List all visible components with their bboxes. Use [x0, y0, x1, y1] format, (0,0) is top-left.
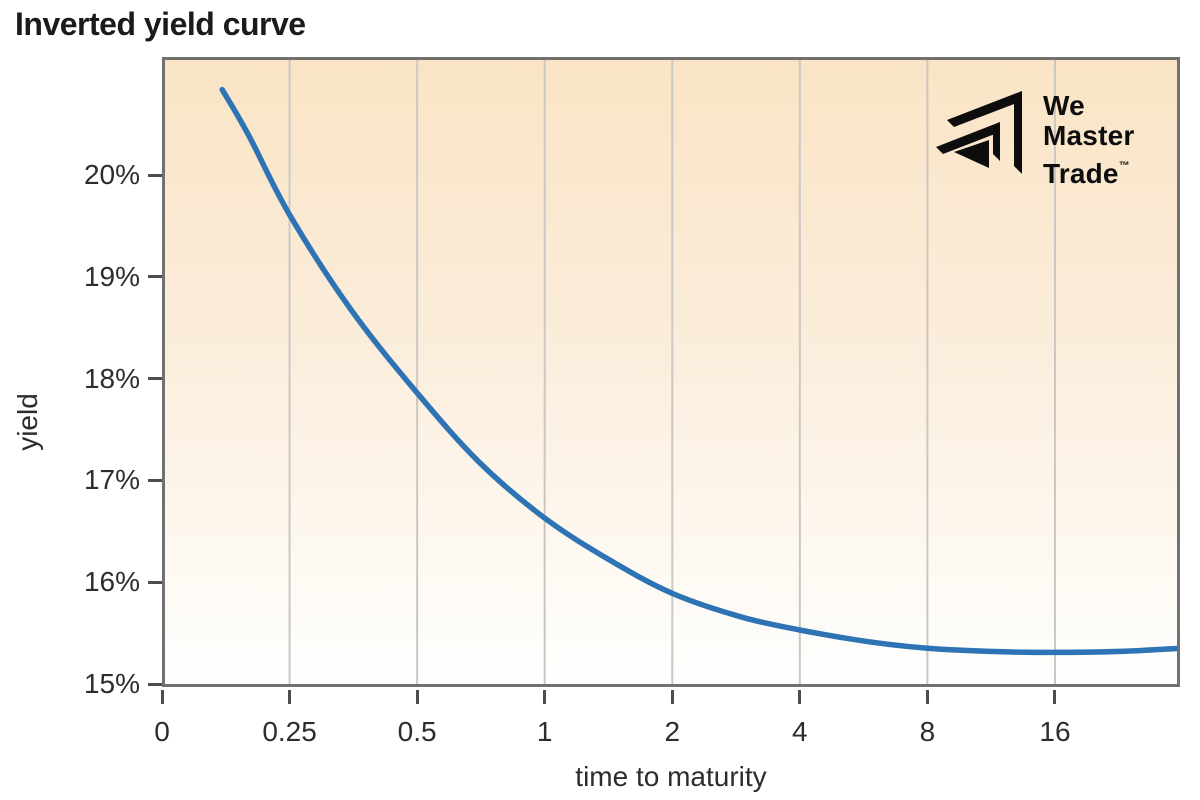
y-tick-label-18: 18% — [83, 362, 140, 394]
x-tick-2 — [670, 690, 674, 704]
y-tick-18 — [148, 377, 162, 381]
x-tick-8 — [925, 690, 929, 704]
y-tick-19 — [148, 275, 162, 279]
y-tick-label-16: 16% — [83, 566, 140, 598]
y-tick-label-20: 20% — [83, 159, 140, 191]
we-master-trade-logo-icon — [932, 82, 1032, 186]
x-tick-0.25 — [288, 690, 292, 704]
x-tick-16 — [1053, 690, 1057, 704]
yield-curve-line — [219, 86, 1177, 656]
chart-title: Inverted yield curve — [15, 6, 306, 42]
logo-line-master: Master — [1043, 120, 1135, 151]
x-tick-label-0: 0 — [154, 716, 170, 747]
y-tick-label-19: 19% — [83, 260, 140, 292]
x-tick-label-8: 8 — [919, 716, 936, 747]
y-tick-label-15: 15% — [83, 668, 140, 699]
logo-line-trade: Trade — [1043, 158, 1119, 189]
y-axis-title: yield — [12, 393, 43, 451]
x-tick-label-0.25: 0.25 — [262, 716, 317, 747]
we-master-trade-logo: We Master Trade™ — [932, 82, 1134, 189]
x-tick-label-1: 1 — [536, 716, 553, 747]
logo-line-we: We — [1043, 90, 1085, 121]
x-tick-label-0.5: 0.5 — [397, 716, 437, 747]
x-tick-1 — [543, 690, 547, 704]
trademark-symbol: ™ — [1118, 160, 1130, 172]
y-tick-label-17: 17% — [83, 464, 140, 496]
x-tick-4 — [798, 690, 802, 704]
x-tick-label-2: 2 — [664, 716, 681, 747]
we-master-trade-logo-text: We Master Trade™ — [1043, 82, 1134, 189]
y-tick-20 — [148, 173, 162, 177]
plot-canvas — [219, 60, 1177, 684]
x-tick-label-4: 4 — [792, 716, 808, 747]
y-tick-15 — [148, 682, 162, 686]
y-tick-16 — [148, 580, 162, 584]
x-tick-0 — [160, 690, 164, 704]
x-axis-title: time to maturity — [575, 761, 767, 792]
plot-area — [162, 57, 1180, 687]
x-tick-0.5 — [415, 690, 419, 704]
x-tick-label-16: 16 — [1039, 716, 1071, 747]
y-tick-17 — [148, 478, 162, 482]
